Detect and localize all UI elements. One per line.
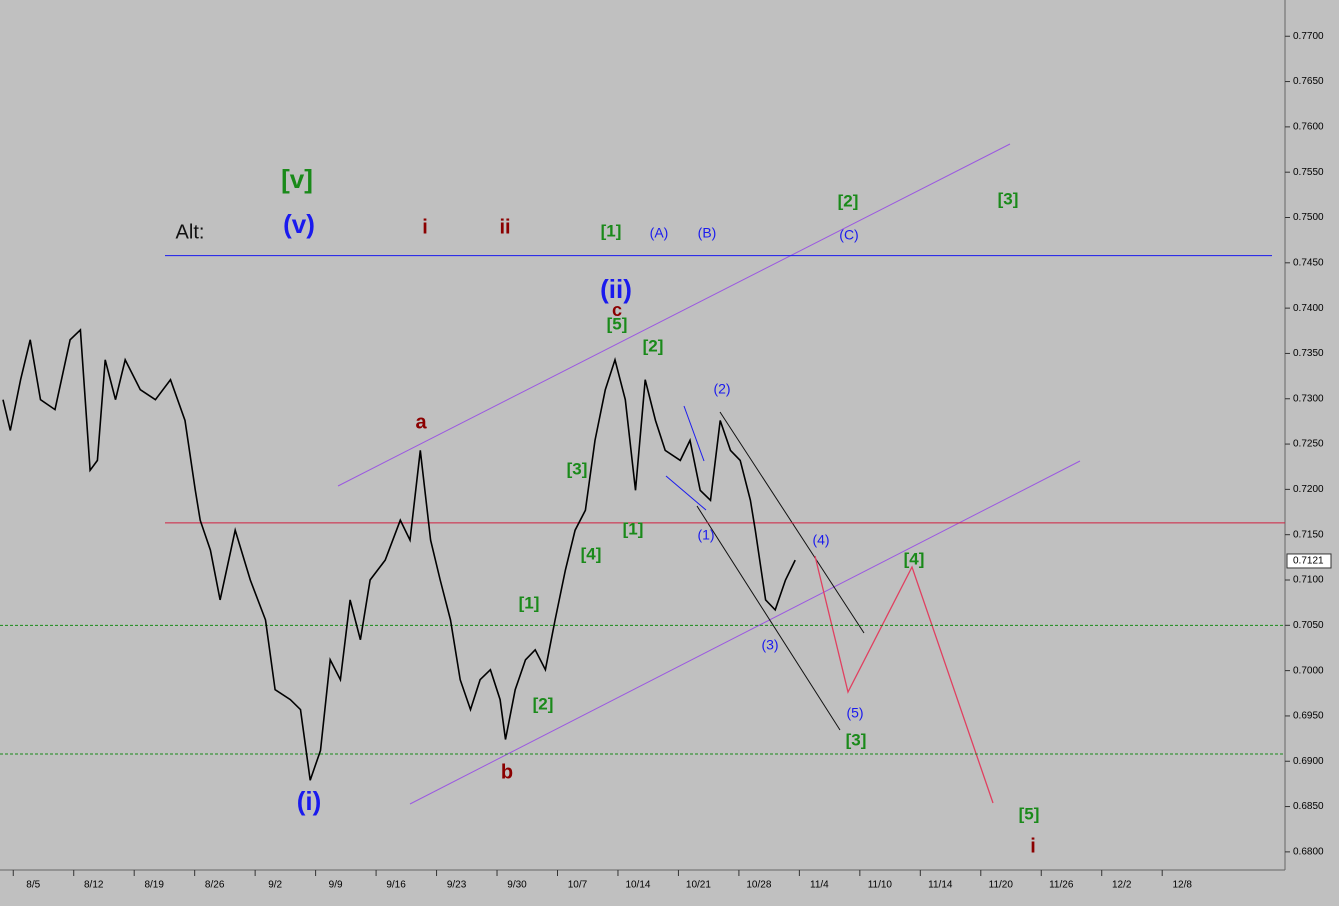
y-tick-label: 0.7350 <box>1293 348 1324 359</box>
y-tick-label: 0.7450 <box>1293 257 1324 268</box>
y-tick-label: 0.7250 <box>1293 439 1324 450</box>
last-price-box <box>1286 553 1332 569</box>
x-tick-label: 9/30 <box>507 880 527 891</box>
x-tick-label: 10/21 <box>686 880 711 891</box>
y-tick-label: 0.7150 <box>1293 529 1324 540</box>
y-tick-label: 0.7400 <box>1293 303 1324 314</box>
wave-label: (A) <box>650 225 669 241</box>
wave-label: (4) <box>812 532 829 548</box>
x-tick-label: 12/8 <box>1172 880 1192 891</box>
wave-label: (C) <box>839 227 858 243</box>
x-tick-label: 11/10 <box>868 880 893 891</box>
x-tick-label: 9/9 <box>329 880 343 891</box>
wave-label: ii <box>499 216 510 238</box>
wave-label: (ii) <box>600 274 632 304</box>
wave-label: [4] <box>904 549 925 568</box>
wave-label: [v] <box>281 164 313 194</box>
x-tick-label: 10/14 <box>625 880 650 891</box>
last-price-label: 0.7121 <box>1293 556 1324 567</box>
x-tick-label: 10/7 <box>568 880 588 891</box>
x-tick-label: 8/12 <box>84 880 104 891</box>
wave-label: [5] <box>1019 804 1040 823</box>
wave-label: b <box>501 761 513 783</box>
wave-label: (B) <box>698 225 717 241</box>
price-line <box>2 328 796 781</box>
y-tick-label: 0.6850 <box>1293 801 1324 812</box>
x-tick-label: 12/2 <box>1112 880 1132 891</box>
x-tick-label: 9/23 <box>447 880 467 891</box>
wave-label: [2] <box>838 191 859 210</box>
wave-label: (v) <box>283 209 315 239</box>
x-tick-label: 8/19 <box>144 880 164 891</box>
x-tick-label: 10/28 <box>746 880 771 891</box>
x-tick-label: 11/4 <box>810 880 829 891</box>
x-tick-label: 8/26 <box>205 880 225 891</box>
wave-label: [1] <box>519 593 540 612</box>
wave-label: (3) <box>761 637 778 653</box>
y-tick-label: 0.7200 <box>1293 484 1324 495</box>
y-tick-label: 0.6800 <box>1293 847 1324 858</box>
wave-line <box>665 475 707 511</box>
wave-label: Alt: <box>176 221 205 243</box>
wave-label: [3] <box>846 730 867 749</box>
wave-line <box>683 405 705 462</box>
y-tick-label: 0.7000 <box>1293 665 1324 676</box>
wave-label: [4] <box>581 544 602 563</box>
trendlines <box>337 143 1081 805</box>
y-tick-label: 0.7300 <box>1293 393 1324 404</box>
wave-label: (5) <box>846 705 863 721</box>
wave-label: i <box>422 216 428 238</box>
x-tick-label: 11/20 <box>989 880 1014 891</box>
x-tick-label: 9/2 <box>268 880 282 891</box>
y-tick-label: 0.7600 <box>1293 122 1324 133</box>
wave-label: a <box>415 411 427 433</box>
y-tick-label: 0.6900 <box>1293 756 1324 767</box>
y-tick-label: 0.7550 <box>1293 167 1324 178</box>
y-tick-label: 0.7050 <box>1293 620 1324 631</box>
wave-label: (i) <box>297 786 322 816</box>
y-tick-label: 0.7100 <box>1293 575 1324 586</box>
wave-label: [3] <box>567 459 588 478</box>
x-tick-label: 11/26 <box>1049 880 1074 891</box>
channel-lower <box>409 460 1081 805</box>
y-tick-label: 0.7500 <box>1293 212 1324 223</box>
x-tick-label: 8/5 <box>26 880 40 891</box>
projection-path <box>814 555 994 804</box>
wave-label: [1] <box>601 221 622 240</box>
y-tick-label: 0.6950 <box>1293 711 1324 722</box>
wave-label: (1) <box>697 527 714 543</box>
x-tick-label: 9/16 <box>386 880 406 891</box>
wave-label: i <box>1030 835 1036 857</box>
wave-label: (2) <box>713 381 730 397</box>
wave-label: c <box>612 300 622 320</box>
wave-label: [2] <box>643 336 664 355</box>
wave-label: [3] <box>998 189 1019 208</box>
wave-label: [2] <box>533 694 554 713</box>
channel-upper <box>337 143 1011 487</box>
wave-label: [5] <box>607 314 628 333</box>
wave-label: [1] <box>623 519 644 538</box>
y-tick-label: 0.7650 <box>1293 76 1324 87</box>
wedge-lower <box>696 505 841 731</box>
y-tick-label: 0.7700 <box>1293 31 1324 42</box>
x-tick-label: 11/14 <box>928 880 953 891</box>
